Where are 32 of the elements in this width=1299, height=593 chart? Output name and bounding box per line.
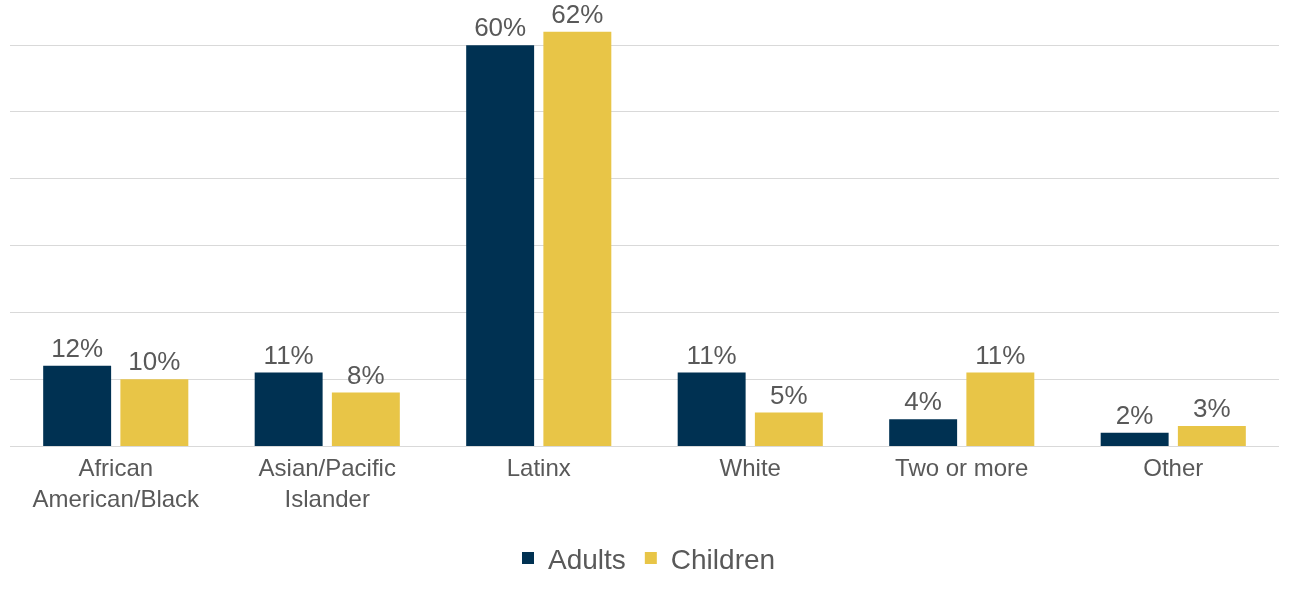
data-label: 3%	[1193, 392, 1231, 423]
bar	[889, 419, 958, 446]
data-label: 62%	[551, 0, 604, 29]
data-label: 11%	[686, 339, 737, 370]
legend-label: Adults	[548, 543, 626, 575]
bar	[543, 31, 612, 446]
data-label: 11%	[263, 339, 314, 370]
bar	[43, 365, 112, 446]
x-tick-label: White	[719, 453, 781, 481]
data-label: 10%	[128, 346, 181, 377]
legend-label: Children	[670, 543, 776, 575]
data-label: 4%	[904, 386, 942, 417]
data-label: 5%	[770, 379, 808, 410]
x-tick-label: Two or more	[895, 453, 1029, 481]
x-tick-label: Asian/Pacific Islander	[258, 453, 396, 512]
x-tick-label: African American/Black	[32, 453, 201, 512]
bar	[677, 372, 746, 446]
bar	[331, 392, 400, 446]
x-tick-label: Latinx	[506, 453, 571, 481]
bar	[754, 412, 823, 446]
bar	[1100, 432, 1169, 446]
bar	[1177, 425, 1246, 446]
bar	[120, 379, 189, 446]
bar	[966, 372, 1035, 446]
data-label: 2%	[1115, 399, 1154, 430]
x-tick-label: Other	[1143, 453, 1204, 481]
data-label: 12%	[51, 332, 104, 363]
bar	[254, 372, 323, 446]
data-label: 60%	[474, 12, 527, 43]
data-label: 8%	[347, 359, 385, 390]
data-label: 11%	[975, 339, 1026, 370]
bar	[466, 45, 535, 446]
